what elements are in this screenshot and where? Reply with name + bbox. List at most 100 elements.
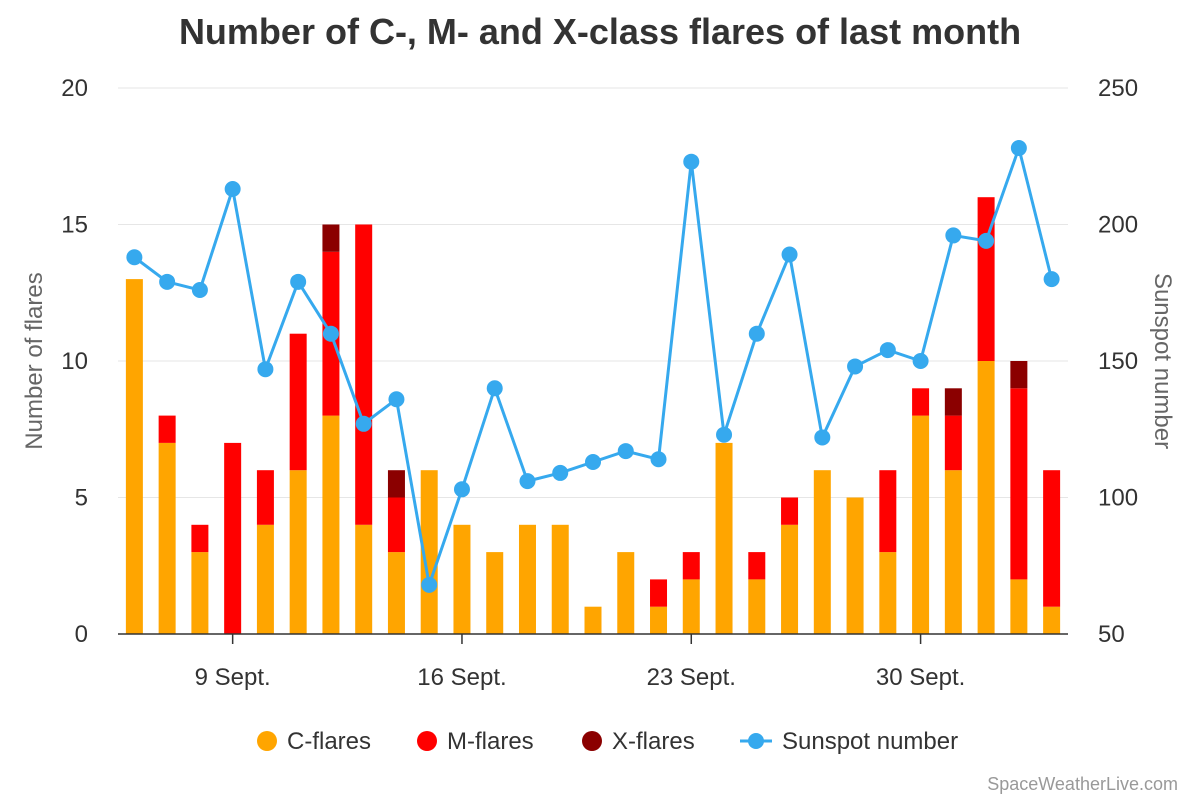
bar-c-flares[interactable] (125, 279, 143, 634)
bar-c-flares[interactable] (944, 470, 962, 634)
sunspot-point[interactable] (519, 473, 536, 490)
bar-x-flares[interactable] (1010, 361, 1028, 389)
bar-m-flares[interactable] (944, 415, 962, 471)
bar-c-flares[interactable] (977, 361, 995, 634)
sunspot-point[interactable] (716, 426, 733, 443)
bar-series (125, 197, 1061, 635)
sunspot-point[interactable] (978, 232, 995, 249)
bar-c-flares[interactable] (387, 552, 405, 634)
sunspot-point[interactable] (847, 358, 864, 375)
sunspot-point[interactable] (191, 282, 208, 299)
y-tick-label-right: 50 (1098, 621, 1125, 648)
bar-x-flares[interactable] (944, 388, 962, 416)
sunspot-point[interactable] (486, 380, 503, 397)
y-tick-label-left: 15 (61, 212, 88, 239)
sunspot-point[interactable] (879, 342, 896, 359)
legend-item-x-flares[interactable]: X-flares (582, 728, 695, 755)
sunspot-point[interactable] (1043, 271, 1060, 288)
bar-m-flares[interactable] (1043, 470, 1061, 607)
bar-c-flares[interactable] (420, 470, 438, 634)
x-tick-label: 16 Sept. (417, 664, 506, 691)
bar-c-flares[interactable] (748, 579, 766, 634)
y-tick-label-left: 20 (61, 75, 88, 102)
legend-marker-c-flares (257, 731, 277, 751)
sunspot-point[interactable] (650, 451, 667, 468)
bar-m-flares[interactable] (191, 524, 209, 553)
bar-m-flares[interactable] (682, 552, 700, 580)
legend-item-c-flares[interactable]: C-flares (257, 728, 371, 755)
bar-m-flares[interactable] (1010, 388, 1028, 580)
bar-x-flares[interactable] (322, 224, 340, 252)
sunspot-point[interactable] (290, 273, 307, 290)
tick-labels: 0 50 5 100 10 150 15 200 20 250 9 Sept. 16 Sept. 23 … (61, 75, 1138, 691)
bar-c-flares[interactable] (912, 415, 930, 634)
y-tick-label-left: 5 (75, 485, 88, 512)
sunspot-point[interactable] (224, 181, 241, 198)
bar-c-flares[interactable] (1043, 606, 1061, 634)
legend-label-x-flares: X-flares (612, 728, 695, 755)
sunspot-point[interactable] (388, 391, 405, 408)
x-tick-label: 9 Sept. (195, 664, 271, 691)
sunspot-point[interactable] (322, 325, 339, 342)
bar-m-flares[interactable] (781, 497, 799, 525)
bar-m-flares[interactable] (256, 470, 274, 525)
bar-c-flares[interactable] (846, 497, 864, 635)
legend-marker-m-flares (417, 731, 437, 751)
bar-m-flares[interactable] (289, 333, 307, 471)
sunspot-point[interactable] (552, 464, 569, 481)
bar-m-flares[interactable] (879, 470, 897, 553)
bar-c-flares[interactable] (1010, 579, 1028, 634)
bar-c-flares[interactable] (191, 552, 209, 634)
sunspot-point[interactable] (781, 246, 798, 263)
sunspot-point[interactable] (355, 415, 372, 432)
sunspot-point[interactable] (421, 576, 438, 593)
bar-m-flares[interactable] (355, 224, 373, 525)
bar-c-flares[interactable] (551, 524, 569, 634)
sunspot-point[interactable] (683, 153, 700, 170)
bar-c-flares[interactable] (650, 606, 668, 634)
sunspot-point[interactable] (1010, 140, 1027, 157)
legend-label-c-flares: C-flares (287, 728, 371, 755)
sunspot-line-series (126, 140, 1060, 593)
bar-x-flares[interactable] (387, 470, 405, 498)
y-tick-label-right: 200 (1098, 212, 1138, 239)
sunspot-point[interactable] (617, 443, 634, 460)
y-axis-title-left: Number of flares (21, 272, 48, 449)
bar-c-flares[interactable] (453, 524, 471, 634)
bar-m-flares[interactable] (158, 415, 176, 443)
bar-m-flares[interactable] (748, 552, 766, 580)
sunspot-point[interactable] (748, 325, 765, 342)
bar-c-flares[interactable] (518, 524, 536, 634)
sunspot-point[interactable] (585, 454, 601, 471)
bar-c-flares[interactable] (289, 470, 307, 634)
bar-c-flares[interactable] (813, 470, 831, 634)
sunspot-point[interactable] (257, 361, 274, 378)
bar-c-flares[interactable] (781, 524, 799, 634)
bar-c-flares[interactable] (322, 415, 340, 634)
legend-item-m-flares[interactable]: M-flares (417, 728, 534, 755)
sunspot-point[interactable] (912, 353, 929, 369)
bar-c-flares[interactable] (617, 552, 635, 634)
bar-c-flares[interactable] (584, 606, 602, 634)
y-tick-label-right: 100 (1098, 485, 1138, 512)
bar-m-flares[interactable] (650, 579, 668, 607)
bar-c-flares[interactable] (158, 442, 176, 634)
sunspot-point[interactable] (453, 481, 470, 498)
sunspot-point[interactable] (814, 429, 831, 446)
bar-c-flares[interactable] (355, 524, 373, 634)
bar-m-flares[interactable] (912, 388, 930, 416)
bar-c-flares[interactable] (715, 442, 733, 634)
bar-c-flares[interactable] (682, 579, 700, 634)
bar-m-flares[interactable] (224, 442, 242, 634)
sunspot-point[interactable] (126, 249, 143, 266)
legend-item-sunspot-number[interactable]: Sunspot number (740, 728, 958, 755)
sunspot-point[interactable] (159, 273, 176, 290)
bar-c-flares[interactable] (879, 552, 897, 634)
sunspot-point[interactable] (945, 227, 962, 244)
chart-title: Number of C-, M- and X-class flares of l… (179, 11, 1021, 52)
bar-m-flares[interactable] (387, 497, 405, 553)
bar-c-flares[interactable] (486, 552, 504, 634)
bar-c-flares[interactable] (256, 524, 274, 634)
x-tick-label: 30 Sept. (876, 664, 965, 691)
